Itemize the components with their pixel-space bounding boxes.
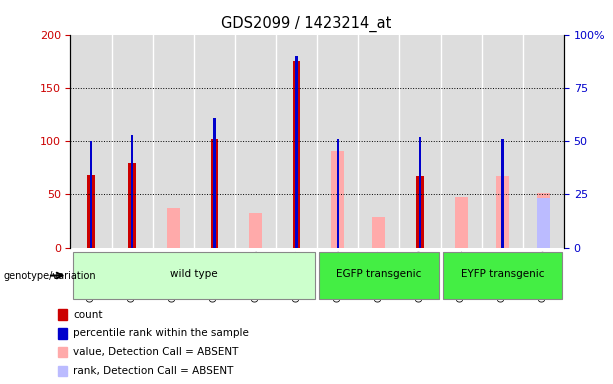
Bar — [211, 139, 218, 248]
Bar — [129, 164, 136, 248]
Text: genotype/variation: genotype/variation — [3, 270, 96, 281]
Bar — [523, 35, 564, 248]
Bar — [372, 217, 386, 248]
Bar — [153, 35, 194, 248]
Bar — [167, 208, 180, 248]
Text: EGFP transgenic: EGFP transgenic — [336, 270, 422, 280]
Bar — [58, 328, 67, 339]
Text: wild type: wild type — [170, 270, 218, 280]
Bar — [416, 176, 424, 248]
Bar — [58, 347, 67, 358]
Bar — [235, 35, 276, 248]
Bar — [359, 35, 400, 248]
Bar — [194, 35, 235, 248]
Bar — [112, 35, 153, 248]
Text: count: count — [73, 310, 102, 319]
Bar — [400, 35, 441, 248]
Bar — [293, 61, 300, 248]
Bar — [441, 35, 482, 248]
Bar — [70, 35, 112, 248]
Bar — [318, 35, 359, 248]
Text: value, Detection Call = ABSENT: value, Detection Call = ABSENT — [73, 347, 238, 357]
Bar — [90, 141, 93, 248]
Bar — [337, 139, 339, 248]
Bar — [213, 118, 216, 248]
Bar — [331, 151, 345, 248]
Bar — [482, 35, 523, 248]
Bar — [537, 193, 550, 248]
Bar — [131, 135, 134, 248]
Bar — [58, 366, 67, 376]
Bar — [501, 139, 503, 248]
FancyBboxPatch shape — [72, 252, 315, 299]
FancyBboxPatch shape — [319, 252, 438, 299]
Bar — [249, 212, 262, 248]
Bar — [537, 198, 550, 248]
Bar — [58, 310, 67, 320]
Text: GDS2099 / 1423214_at: GDS2099 / 1423214_at — [221, 15, 392, 31]
Bar — [88, 175, 95, 248]
FancyBboxPatch shape — [443, 252, 562, 299]
Bar — [419, 137, 421, 248]
Text: EYFP transgenic: EYFP transgenic — [460, 270, 544, 280]
Text: percentile rank within the sample: percentile rank within the sample — [73, 328, 249, 338]
Bar — [455, 197, 468, 248]
Text: rank, Detection Call = ABSENT: rank, Detection Call = ABSENT — [73, 366, 234, 376]
Bar — [295, 56, 298, 248]
Bar — [276, 35, 318, 248]
Bar — [496, 176, 509, 248]
